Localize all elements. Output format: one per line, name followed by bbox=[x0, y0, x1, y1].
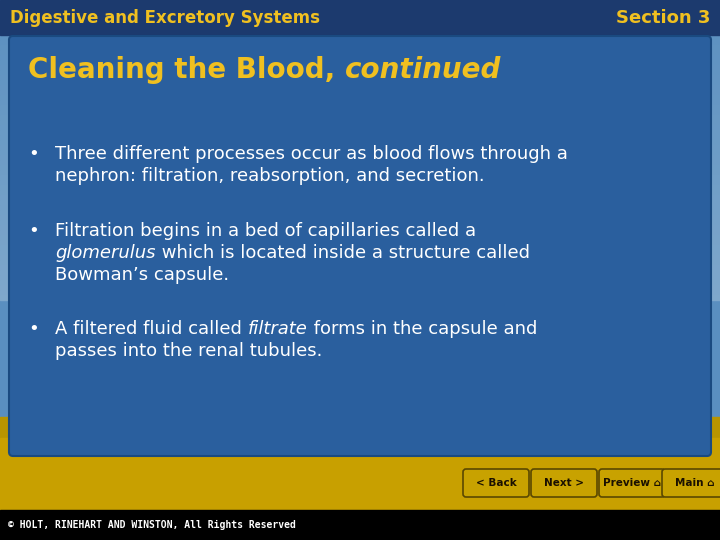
Bar bbox=[0, 130, 720, 135]
Bar bbox=[0, 160, 720, 165]
Bar bbox=[0, 20, 720, 25]
Bar bbox=[0, 75, 720, 80]
Bar bbox=[0, 60, 720, 65]
FancyBboxPatch shape bbox=[599, 469, 665, 497]
Bar bbox=[0, 35, 720, 40]
Bar bbox=[0, 165, 720, 170]
Bar bbox=[0, 290, 720, 295]
Bar bbox=[0, 65, 720, 70]
Text: Preview ⌂: Preview ⌂ bbox=[603, 478, 661, 488]
Bar bbox=[0, 275, 720, 280]
Bar bbox=[0, 155, 720, 160]
Text: Cleaning the Blood,: Cleaning the Blood, bbox=[28, 56, 345, 84]
Bar bbox=[0, 55, 720, 60]
Bar bbox=[0, 195, 720, 200]
Bar bbox=[0, 250, 720, 255]
Text: Filtration begins in a bed of capillaries called a: Filtration begins in a bed of capillarie… bbox=[55, 222, 476, 240]
Bar bbox=[0, 220, 720, 225]
Text: Section 3: Section 3 bbox=[616, 9, 710, 27]
Text: < Back: < Back bbox=[476, 478, 516, 488]
Bar bbox=[0, 225, 720, 230]
Text: glomerulus: glomerulus bbox=[55, 244, 156, 262]
Bar bbox=[0, 235, 720, 240]
Bar bbox=[0, 110, 720, 115]
Text: which is located inside a structure called: which is located inside a structure call… bbox=[156, 244, 529, 262]
Bar bbox=[0, 438, 720, 510]
Text: •: • bbox=[28, 145, 39, 163]
Text: •: • bbox=[28, 222, 39, 240]
Bar bbox=[0, 510, 720, 540]
Bar bbox=[0, 90, 720, 95]
Bar bbox=[0, 270, 720, 275]
Text: nephron: filtration, reabsorption, and secretion.: nephron: filtration, reabsorption, and s… bbox=[55, 167, 485, 185]
Bar bbox=[0, 125, 720, 130]
Text: continued: continued bbox=[345, 56, 501, 84]
Bar bbox=[0, 255, 720, 260]
Bar bbox=[0, 115, 720, 120]
Bar bbox=[0, 50, 720, 55]
Bar bbox=[0, 30, 720, 35]
Text: passes into the renal tubules.: passes into the renal tubules. bbox=[55, 342, 323, 360]
Text: Next >: Next > bbox=[544, 478, 584, 488]
Text: Main ⌂: Main ⌂ bbox=[675, 478, 715, 488]
Bar bbox=[0, 40, 720, 45]
Bar bbox=[0, 140, 720, 145]
Bar bbox=[0, 295, 720, 300]
Bar bbox=[0, 175, 720, 180]
Bar bbox=[0, 25, 720, 30]
Bar bbox=[0, 185, 720, 190]
Text: •: • bbox=[28, 320, 39, 338]
Bar bbox=[0, 245, 720, 250]
Bar bbox=[0, 285, 720, 290]
Bar bbox=[0, 150, 720, 155]
Bar bbox=[0, 100, 720, 105]
Text: A filtered fluid called: A filtered fluid called bbox=[55, 320, 248, 338]
Bar bbox=[0, 145, 720, 150]
FancyBboxPatch shape bbox=[531, 469, 597, 497]
FancyBboxPatch shape bbox=[463, 469, 529, 497]
Bar bbox=[0, 70, 720, 75]
Bar bbox=[0, 280, 720, 285]
Bar bbox=[0, 15, 720, 20]
Bar bbox=[0, 80, 720, 85]
Bar bbox=[0, 10, 720, 15]
Bar bbox=[0, 135, 720, 140]
Bar bbox=[0, 215, 720, 220]
Bar bbox=[0, 0, 720, 35]
Bar bbox=[0, 190, 720, 195]
Bar bbox=[0, 5, 720, 10]
Bar bbox=[0, 210, 720, 215]
Text: Digestive and Excretory Systems: Digestive and Excretory Systems bbox=[10, 9, 320, 27]
Bar bbox=[0, 205, 720, 210]
Text: Bowman’s capsule.: Bowman’s capsule. bbox=[55, 266, 229, 284]
Bar bbox=[0, 467, 720, 492]
Bar bbox=[0, 0, 720, 5]
Bar bbox=[0, 105, 720, 110]
Bar bbox=[0, 265, 720, 270]
Bar bbox=[0, 170, 720, 175]
Text: forms in the capsule and: forms in the capsule and bbox=[307, 320, 537, 338]
Bar bbox=[0, 95, 720, 100]
Text: Three different processes occur as blood flows through a: Three different processes occur as blood… bbox=[55, 145, 568, 163]
Bar bbox=[0, 260, 720, 265]
Bar bbox=[0, 417, 720, 492]
Text: filtrate: filtrate bbox=[248, 320, 307, 338]
FancyBboxPatch shape bbox=[662, 469, 720, 497]
Bar bbox=[0, 230, 720, 235]
Bar bbox=[0, 45, 720, 50]
Bar bbox=[0, 240, 720, 245]
Bar bbox=[0, 200, 720, 205]
Bar bbox=[0, 85, 720, 90]
Text: © HOLT, RINEHART AND WINSTON, All Rights Reserved: © HOLT, RINEHART AND WINSTON, All Rights… bbox=[8, 520, 296, 530]
Bar bbox=[0, 447, 720, 492]
FancyBboxPatch shape bbox=[9, 36, 711, 456]
Bar bbox=[0, 180, 720, 185]
Bar bbox=[0, 120, 720, 125]
